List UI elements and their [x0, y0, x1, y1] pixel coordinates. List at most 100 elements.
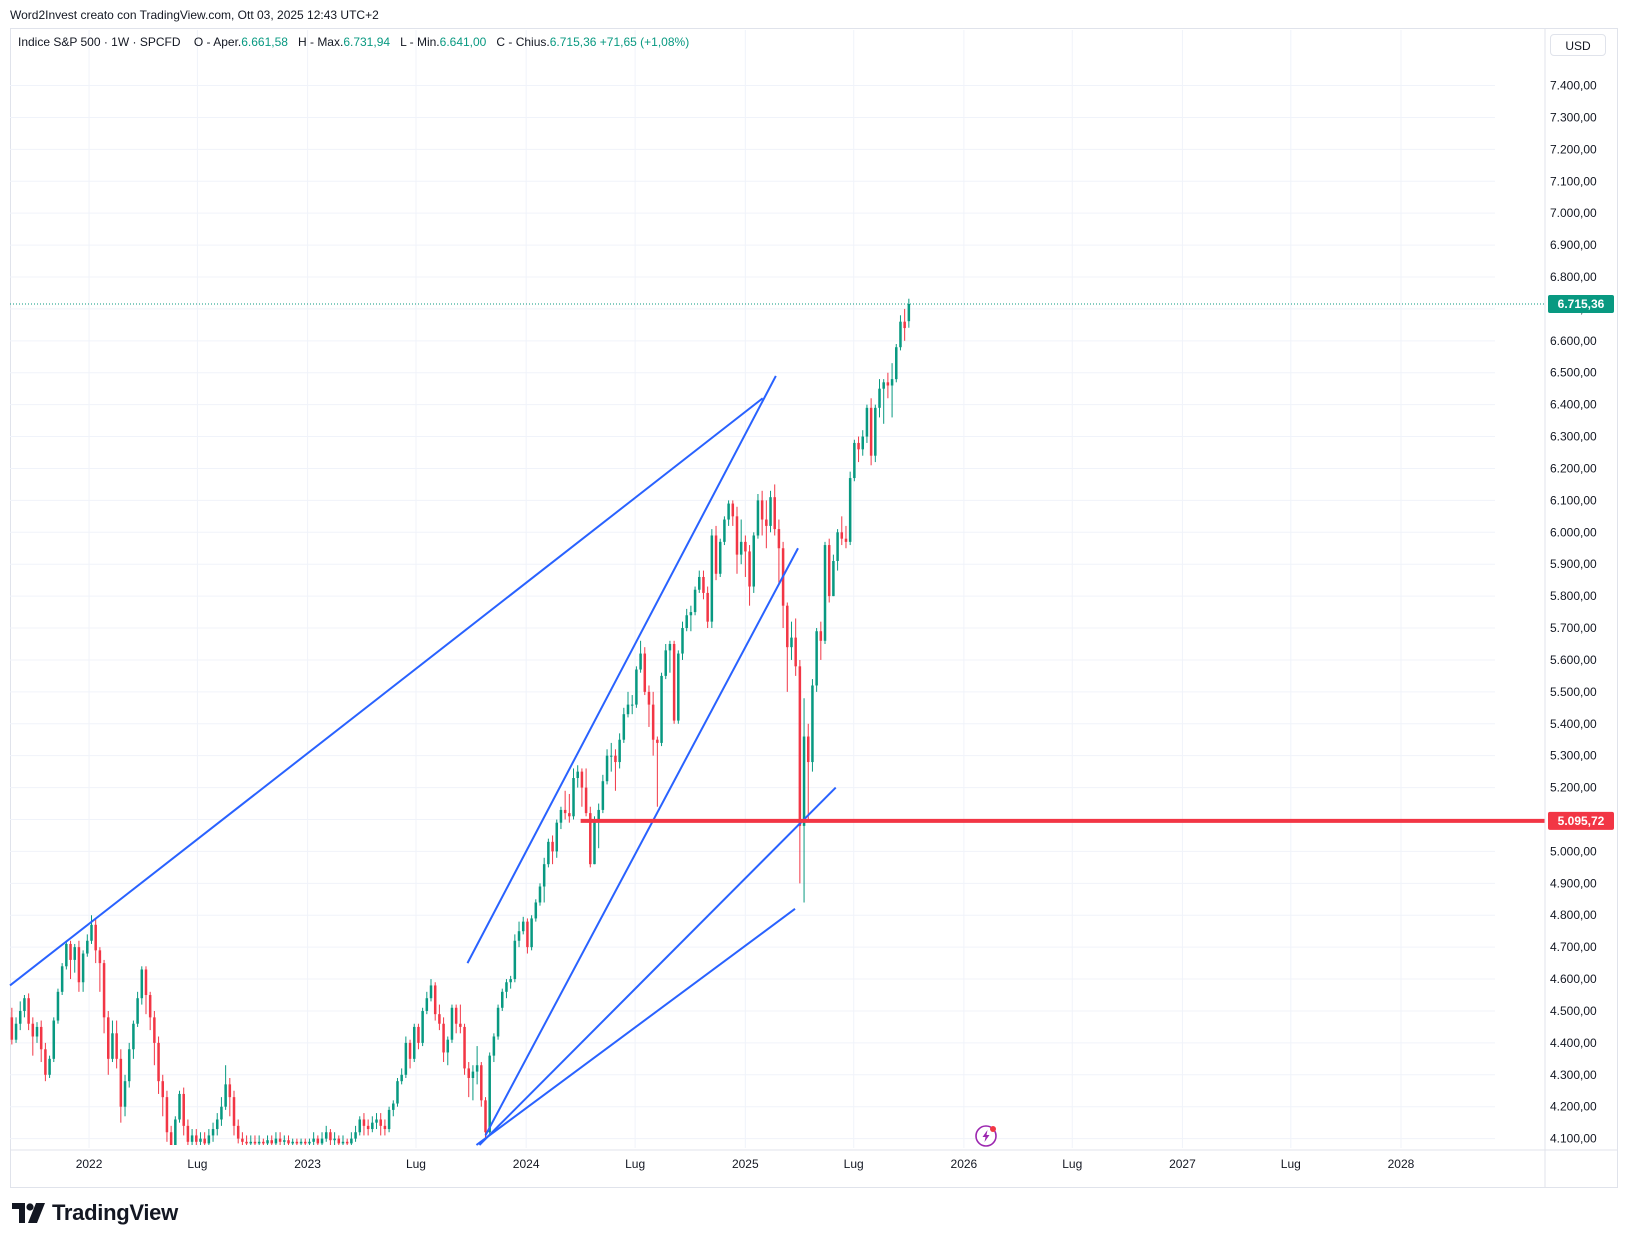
currency-selector[interactable]: USD: [1550, 34, 1606, 56]
candle: [429, 979, 433, 1002]
candle: [786, 602, 789, 692]
candle: [304, 1138, 307, 1145]
candle: [291, 1138, 294, 1145]
candle: [433, 982, 437, 1021]
x-tick-label: 2023: [294, 1157, 321, 1171]
candle: [853, 439, 856, 482]
tradingview-logo[interactable]: TradingView: [12, 1200, 178, 1226]
candle: [597, 803, 600, 849]
candle: [442, 1017, 445, 1063]
candle: [538, 883, 542, 906]
candle: [132, 1020, 135, 1059]
candle: [895, 344, 898, 383]
candle: [886, 372, 890, 399]
candle: [748, 545, 751, 606]
y-tick-label: 4.400,00: [1550, 1036, 1597, 1050]
candle: [798, 659, 802, 884]
candle: [111, 1020, 114, 1063]
y-tick-label: 4.500,00: [1550, 1004, 1597, 1018]
candle: [387, 1106, 391, 1133]
y-tick-label: 7.300,00: [1550, 110, 1597, 124]
last-price-label: 6.715,36: [1558, 297, 1605, 311]
candle: [56, 988, 60, 1024]
candle: [262, 1138, 265, 1145]
candle: [651, 691, 655, 756]
candle: [639, 640, 642, 673]
y-tick-label: 4.800,00: [1550, 908, 1597, 922]
snapshot-caption: Word2Invest creato con TradingView.com, …: [10, 8, 379, 22]
candlestick-series: [10, 298, 911, 1145]
candle: [823, 541, 827, 644]
candle: [630, 695, 634, 715]
candle: [165, 1090, 169, 1142]
candle: [496, 1004, 500, 1040]
y-tick-label: 4.700,00: [1550, 940, 1597, 954]
candle: [626, 691, 630, 718]
legend-close-value: 6.715,36: [549, 35, 597, 49]
candle: [186, 1119, 190, 1145]
candle: [488, 1052, 491, 1136]
lightning-indicator-icon: [975, 1125, 997, 1147]
chart-grid: [10, 30, 1545, 1148]
candle: [568, 793, 571, 823]
legend-change: +71,65 (+1,08%): [599, 35, 690, 49]
candle: [668, 640, 672, 673]
candle: [228, 1077, 232, 1117]
y-tick-label: 4.600,00: [1550, 972, 1597, 986]
candle: [819, 621, 823, 660]
y-tick-label: 4.300,00: [1550, 1068, 1597, 1082]
x-tick-label: Lug: [844, 1157, 864, 1171]
candle: [18, 1001, 22, 1031]
candle: [182, 1087, 185, 1136]
candle: [467, 1062, 470, 1098]
candle: [756, 494, 760, 539]
y-tick-label: 5.700,00: [1550, 621, 1597, 635]
candle: [685, 608, 688, 632]
candle: [501, 988, 504, 1011]
candle: [781, 541, 785, 629]
last-price-badge: [1548, 295, 1614, 314]
candle: [547, 838, 550, 868]
candle: [127, 1042, 131, 1088]
candle: [144, 966, 148, 1015]
candle: [492, 1033, 496, 1063]
x-tick-label: 2026: [951, 1157, 978, 1171]
candle: [379, 1113, 382, 1136]
candle: [417, 1023, 420, 1050]
candle: [869, 398, 873, 466]
candle: [517, 921, 521, 948]
x-tick-label: 2028: [1388, 1157, 1415, 1171]
candle: [312, 1132, 315, 1145]
trend-line: [9, 397, 764, 987]
legend-symbol[interactable]: Indice S&P 500 · 1W · SPCFD: [18, 35, 181, 49]
y-tick-label: 4.900,00: [1550, 876, 1597, 890]
candle: [664, 643, 667, 680]
candle: [207, 1129, 211, 1145]
y-tick-label: 7.100,00: [1550, 174, 1597, 188]
candle: [115, 1020, 118, 1069]
candle: [253, 1135, 257, 1145]
legend-open-label: O - Aper.: [193, 35, 242, 49]
candle: [882, 379, 885, 424]
candle: [689, 605, 693, 632]
candle: [278, 1132, 282, 1145]
x-tick-label: Lug: [187, 1157, 207, 1171]
candle: [454, 1004, 458, 1034]
candle: [236, 1119, 240, 1144]
candle: [136, 991, 139, 1027]
legend-open-value: 6.661,58: [241, 35, 288, 49]
legend-high-label: H - Max.: [297, 35, 344, 49]
candle: [333, 1132, 336, 1145]
candle: [861, 430, 864, 456]
tradingview-wordmark: TradingView: [52, 1200, 178, 1225]
ohlc-legend: Indice S&P 500 · 1W · SPCFD O - Aper.6.6…: [18, 35, 689, 49]
x-tick-label: Lug: [625, 1157, 645, 1171]
candle: [693, 586, 697, 616]
price-axis: 4.100,00 4.200,00 4.300,00 4.400,00 4.500,00…: [1544, 28, 1614, 1188]
candle: [358, 1116, 362, 1136]
candle: [584, 768, 588, 817]
y-tick-label: 4.200,00: [1550, 1100, 1597, 1114]
candle: [23, 995, 26, 1018]
candle: [660, 672, 663, 747]
